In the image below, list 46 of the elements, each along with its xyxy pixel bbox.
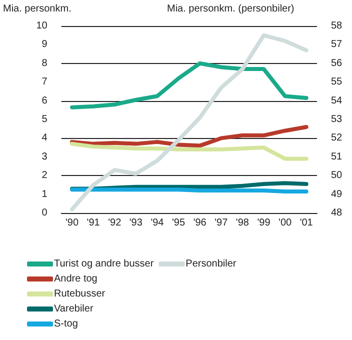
legend-label: Rutebusser	[54, 288, 106, 300]
y-tick-label: 8	[42, 58, 48, 69]
y-tick-label: 5	[42, 114, 48, 125]
line-series	[70, 61, 308, 110]
x-tick-label: '97	[214, 218, 228, 228]
y-tick-label: 9	[42, 39, 48, 50]
y2-tick-label: 52	[331, 132, 343, 144]
x-tick-label: '00	[278, 218, 292, 228]
y-tick-label: 2	[42, 170, 48, 182]
x-tick-label: '96	[193, 218, 207, 228]
y-tick-label: 6	[42, 95, 48, 106]
x-tick-label: '01	[300, 218, 314, 228]
x-tick-label: '92	[108, 218, 122, 228]
legend-label: Andre tog	[54, 274, 98, 284]
line-series	[70, 33, 308, 212]
y2-tick-label: 48	[331, 208, 343, 218]
y-tick-label: 3	[42, 151, 48, 162]
legend-label: Personbiler	[186, 258, 237, 270]
x-tick-label: '93	[129, 218, 143, 228]
x-tick-label: '94	[150, 218, 164, 228]
y-axis-title: Mia. personkm.	[2, 4, 72, 14]
x-tick-label: '95	[172, 218, 186, 228]
y2-tick-label: 50	[331, 170, 343, 182]
line-series	[70, 142, 308, 161]
y-tick-label: 7	[42, 76, 48, 88]
y2-tick-label: 56	[331, 58, 343, 69]
legend-label: Varebiler	[54, 304, 94, 314]
legend-label: S-tog	[54, 318, 78, 330]
y-tick-label: 4	[42, 132, 48, 144]
legend-label: Turist og andre busser	[54, 258, 154, 270]
y2-tick-label: 51	[331, 151, 343, 162]
x-tick-label: '91	[86, 218, 100, 228]
y2-tick-label: 58	[331, 20, 343, 32]
y2-tick-label: 55	[331, 76, 343, 88]
y2-axis-title: Mia. personkm. (personbiler)	[167, 4, 294, 14]
x-tick-label: '99	[257, 218, 271, 228]
y2-tick-label: 57	[331, 39, 343, 50]
y2-tick-label: 54	[331, 95, 343, 106]
x-tick-label: '98	[236, 218, 250, 228]
y2-tick-label: 53	[331, 114, 343, 125]
line-series	[70, 124, 308, 148]
x-tick-label: '90	[65, 218, 79, 228]
y-tick-label: 0	[42, 208, 48, 218]
y2-tick-label: 49	[331, 188, 343, 200]
y-tick-label: 10	[36, 20, 48, 32]
y-tick-label: 1	[42, 188, 48, 200]
